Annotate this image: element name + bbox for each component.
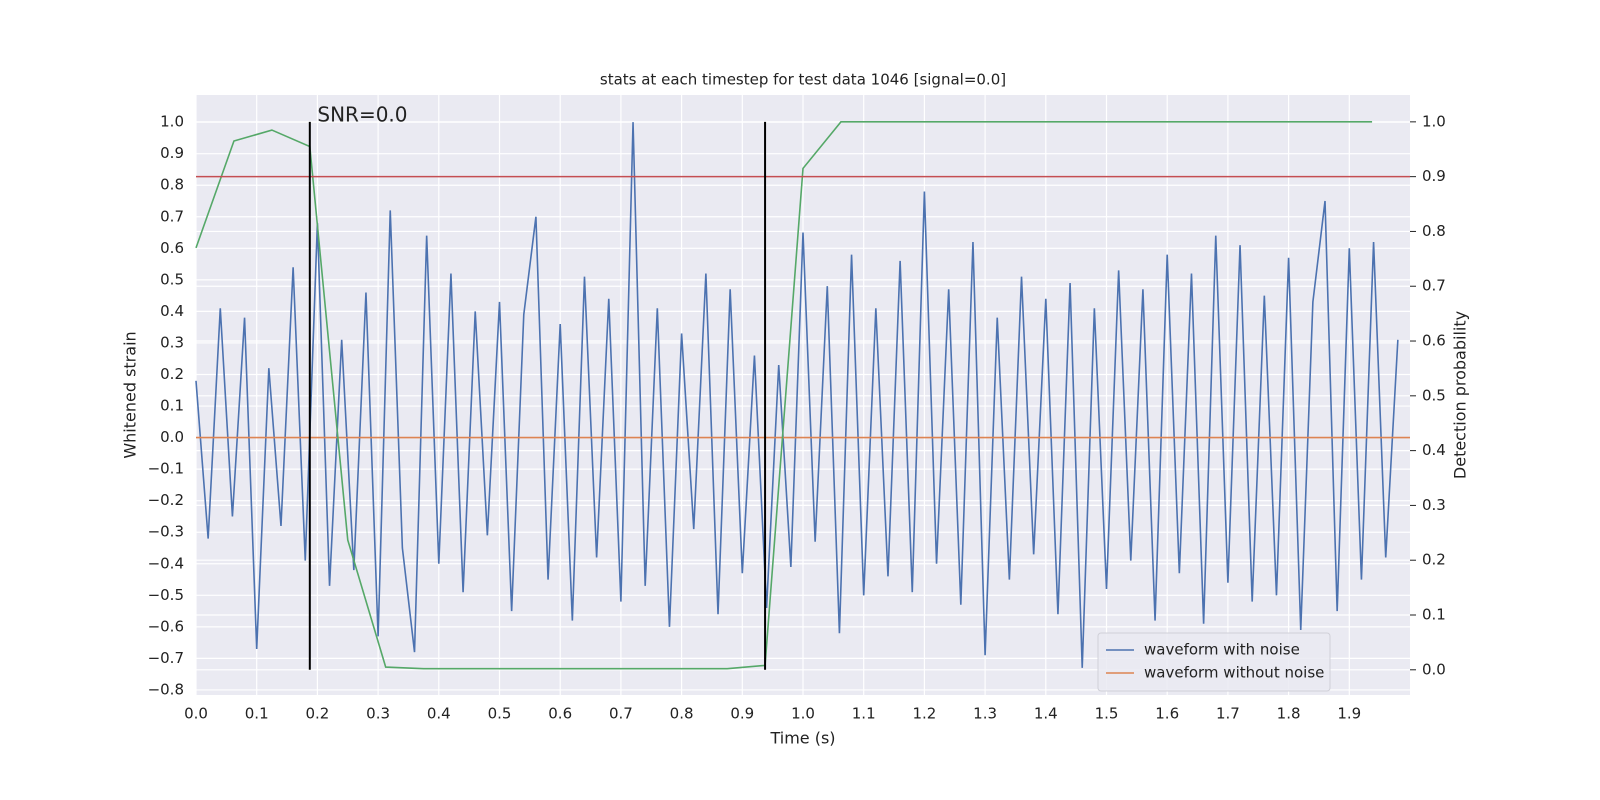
legend-label: waveform with noise	[1144, 641, 1300, 659]
y-tick-label: −0.3	[148, 523, 184, 541]
legend-box	[1097, 632, 1331, 692]
series-line	[195, 121, 1373, 670]
y2-tick-label: 0.4	[1422, 441, 1446, 459]
x-tick-label: 1.2	[912, 705, 936, 723]
y-tick-label: 0.6	[160, 239, 184, 257]
x-tick-label: 1.0	[791, 705, 815, 723]
x-tick-label: 1.7	[1216, 705, 1240, 723]
y2-tick-label: 0.7	[1422, 277, 1446, 295]
x-axis-label: Time (s)	[769, 729, 835, 748]
y-tick-label: −0.8	[148, 680, 184, 698]
y-tick-label: −0.6	[148, 617, 184, 635]
x-tick-label: 0.4	[427, 705, 451, 723]
x-tick-label: 0.7	[609, 705, 633, 723]
y2-tick-label: 1.0	[1422, 112, 1446, 130]
y-tick-label: 1.0	[160, 113, 184, 131]
y-tick-label: 0.4	[160, 302, 184, 320]
y-tick-label: 0.1	[160, 397, 184, 415]
chart-title: stats at each timestep for test data 104…	[600, 71, 1006, 89]
x-tick-label: 1.6	[1155, 705, 1179, 723]
x-tick-label: 0.0	[184, 705, 208, 723]
y-tick-label: −0.4	[148, 554, 184, 572]
y2-tick-label: 0.5	[1422, 386, 1446, 404]
x-tick-label: 0.8	[670, 705, 694, 723]
x-tick-label: 0.5	[488, 705, 512, 723]
y-tick-label: 0.2	[160, 365, 184, 383]
y2-tick-label: 0.9	[1422, 167, 1446, 185]
y-tick-label: −0.1	[148, 460, 184, 478]
x-tick-label: 0.9	[730, 705, 754, 723]
y2-tick-label: 0.2	[1422, 551, 1446, 569]
y2-tick-label: 0.6	[1422, 332, 1446, 350]
y-tick-label: −0.7	[148, 649, 184, 667]
x-tick-label: 1.1	[852, 705, 876, 723]
y-tick-label: −0.2	[148, 491, 184, 509]
x-tick-label: 1.9	[1337, 705, 1361, 723]
x-tick-label: 0.1	[245, 705, 269, 723]
y-tick-label: 0.7	[160, 207, 184, 225]
y-tick-label: 0.3	[160, 333, 184, 351]
x-tick-label: 0.6	[548, 705, 572, 723]
y-tick-label: 0.0	[160, 428, 184, 446]
y-axis-label: Whitened strain	[121, 331, 140, 458]
series-line	[195, 122, 1399, 668]
x-tick-label: 0.3	[366, 705, 390, 723]
x-tick-label: 1.3	[973, 705, 997, 723]
y-tick-label: −0.5	[148, 586, 184, 604]
x-tick-label: 1.4	[1034, 705, 1058, 723]
x-tick-label: 0.2	[305, 705, 329, 723]
annotation: SNR=0.0	[317, 102, 407, 126]
x-tick-label: 1.8	[1277, 705, 1301, 723]
y2-tick-label: 0.3	[1422, 496, 1446, 514]
y2-tick-label: 0.1	[1422, 606, 1446, 624]
y-tick-label: 0.8	[160, 176, 184, 194]
y2-tick-label: 0.8	[1422, 222, 1446, 240]
x-tick-label: 1.5	[1095, 705, 1119, 723]
y2-tick-label: 0.0	[1422, 660, 1446, 678]
y-tick-label: 0.5	[160, 270, 184, 288]
legend-label: waveform without noise	[1144, 664, 1324, 682]
y-tick-label: 0.9	[160, 144, 184, 162]
y2-axis-label: Detection probability	[1451, 311, 1470, 479]
